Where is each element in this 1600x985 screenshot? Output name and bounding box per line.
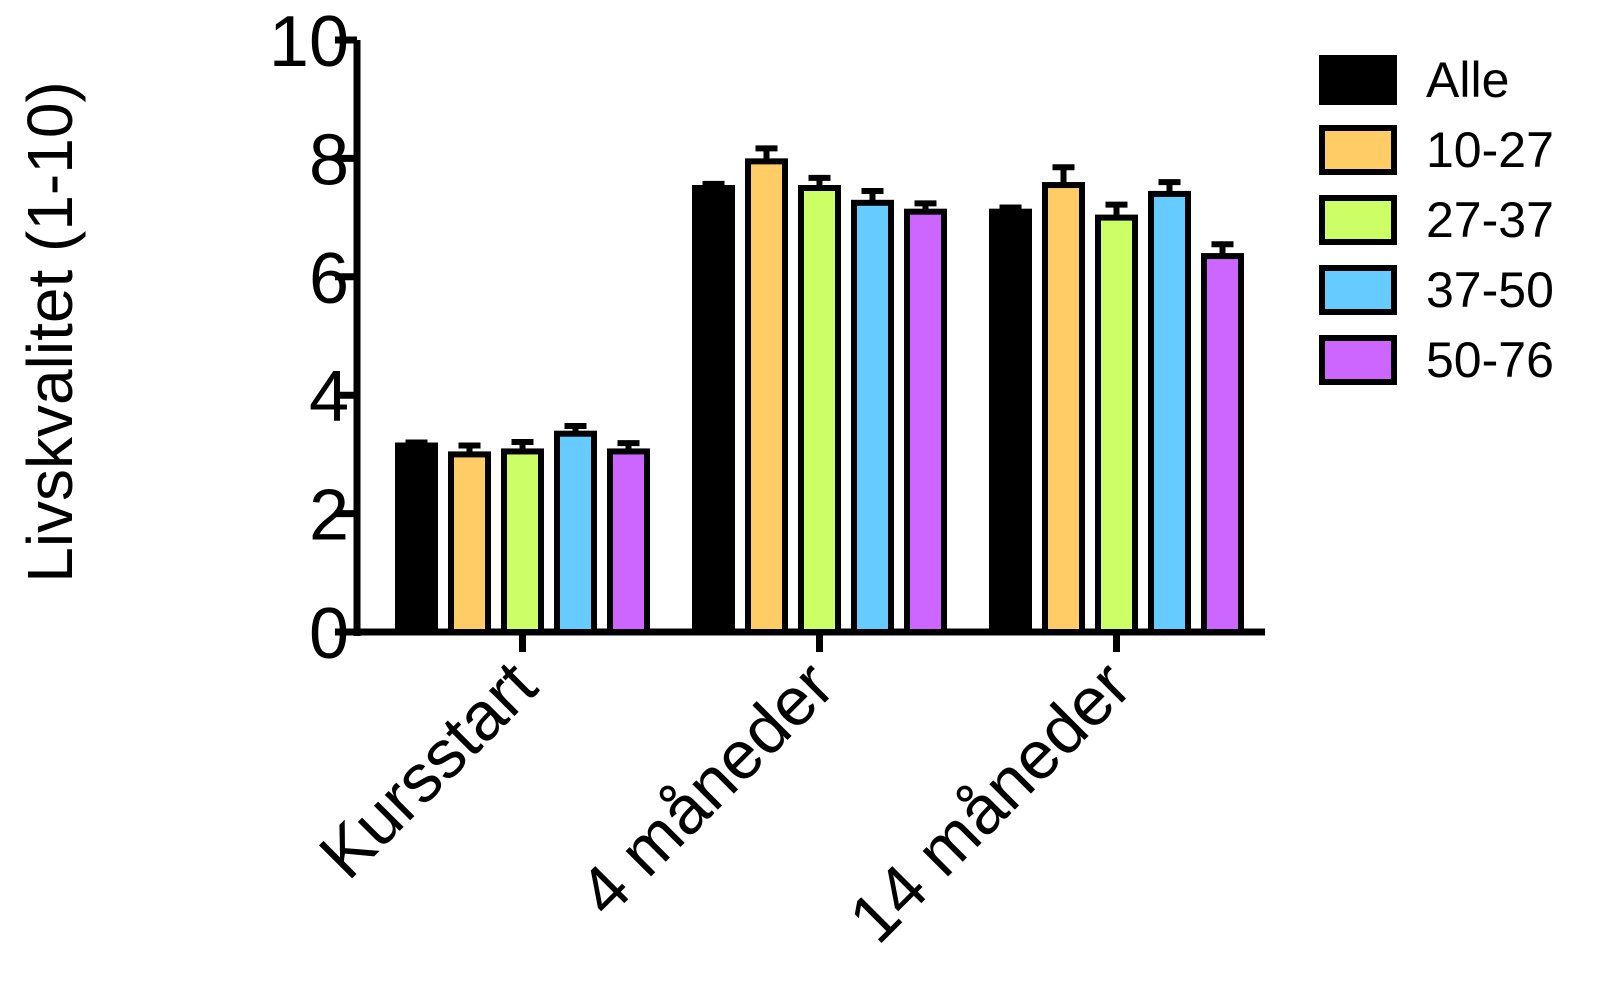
y-tick-label: 10 xyxy=(269,2,349,82)
legend-swatch xyxy=(1319,125,1397,175)
y-axis-label: Livskvalitet (1-10) xyxy=(14,81,86,583)
legend-label: Alle xyxy=(1426,52,1509,108)
legend-label: 50-76 xyxy=(1426,332,1554,388)
y-tick-label: 4 xyxy=(309,357,349,437)
bar xyxy=(989,208,1032,635)
legend-swatch xyxy=(1319,55,1397,105)
legend-swatch xyxy=(1319,195,1397,245)
bar xyxy=(692,185,735,635)
bar xyxy=(501,448,544,635)
x-category-label: Kursstart xyxy=(305,647,551,893)
bars xyxy=(395,145,1244,636)
bar xyxy=(851,199,894,636)
bar xyxy=(904,208,947,635)
bar xyxy=(448,451,491,635)
y-tick-label: 2 xyxy=(309,476,349,556)
legend-label: 37-50 xyxy=(1426,262,1554,318)
legend-label: 10-27 xyxy=(1426,122,1554,178)
legend-swatch xyxy=(1319,335,1397,385)
bar xyxy=(1148,190,1191,635)
bar xyxy=(798,185,841,635)
bar xyxy=(1095,214,1138,635)
y-tick-label: 8 xyxy=(309,120,349,200)
bar xyxy=(607,448,650,635)
bar xyxy=(1201,253,1244,635)
bar xyxy=(554,430,597,635)
y-tick-label: 0 xyxy=(309,594,349,674)
legend-label: 27-37 xyxy=(1426,192,1554,248)
legend: Alle 10-27 27-37 37-50 50-76 xyxy=(1319,52,1554,388)
y-tick-label: 6 xyxy=(309,239,349,319)
legend-swatch xyxy=(1319,265,1397,315)
x-category-label: 14 måneder xyxy=(835,647,1145,957)
bar xyxy=(745,158,788,636)
x-category-label: 4 måneder xyxy=(564,647,848,931)
bar xyxy=(1042,182,1085,635)
bar xyxy=(395,442,438,635)
